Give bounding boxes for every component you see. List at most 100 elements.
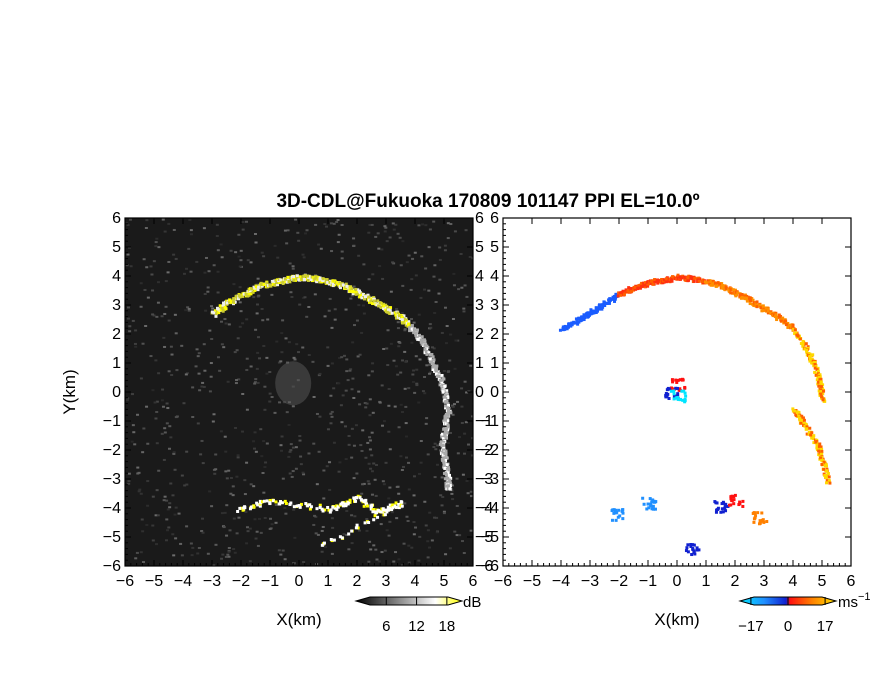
snr-echo-arc-north — [351, 290, 355, 294]
noise-speck — [185, 450, 189, 453]
noise-speck — [312, 523, 316, 526]
noise-speck — [370, 470, 374, 473]
snr-echo-arc-east — [442, 427, 446, 431]
noise-speck — [407, 254, 411, 257]
x-tick-label: 4 — [789, 573, 798, 590]
y-tick-label: 3 — [112, 297, 121, 314]
snr-echo-arc-north — [381, 302, 385, 306]
noise-speck — [268, 371, 272, 374]
noise-speck — [373, 478, 377, 481]
noise-speck — [407, 461, 411, 464]
velocity-cluster-point — [765, 520, 769, 524]
noise-speck — [285, 361, 289, 364]
noise-speck — [383, 225, 387, 228]
snr-echo-arc-north — [302, 274, 306, 278]
snr-echo-arc-north — [246, 291, 250, 295]
noise-speck — [215, 235, 219, 238]
noise-speck — [195, 348, 199, 351]
noise-speck — [189, 229, 193, 232]
noise-speck — [265, 356, 269, 359]
velocity-echo-arc-north — [630, 289, 634, 293]
noise-speck — [165, 518, 169, 521]
velocity-cluster-point — [730, 494, 734, 498]
noise-speck — [128, 330, 132, 333]
snr-echo-arc-east — [428, 352, 432, 356]
snr-echo-arc-north — [361, 292, 365, 296]
noise-speck — [403, 350, 407, 353]
noise-speck — [368, 223, 372, 226]
x-tick-label: −3 — [203, 573, 221, 590]
noise-speck — [280, 351, 284, 354]
velocity-echo-arc-west — [613, 299, 617, 303]
noise-speck — [216, 356, 220, 359]
snr-echo-arc-north — [287, 279, 291, 283]
velocity-echo-arc-east-lower — [827, 475, 831, 479]
noise-speck — [255, 530, 259, 533]
noise-speck — [320, 529, 324, 532]
velocity-echo-arc-west — [614, 292, 618, 296]
noise-speck — [222, 526, 226, 529]
noise-speck — [245, 408, 249, 411]
snr-echo-south-clusters — [347, 500, 351, 504]
noise-speck — [168, 502, 172, 505]
velocity-echo-arc-north — [617, 291, 621, 295]
snr-echo-south-clusters — [323, 508, 327, 512]
snr-echo-arc-east — [442, 448, 446, 452]
noise-speck — [423, 375, 427, 378]
snr-echo-arc-north — [394, 313, 398, 317]
noise-speck — [227, 323, 231, 326]
y-tick-label: −5 — [481, 529, 499, 546]
noise-speck — [248, 527, 252, 530]
noise-speck — [469, 495, 473, 498]
noise-speck — [201, 381, 205, 384]
snr-echo-arc-north — [332, 282, 336, 286]
velocity-echo-arc-north — [633, 285, 637, 289]
velocity-plot-background — [503, 218, 851, 566]
noise-speck — [286, 229, 290, 232]
noise-speck — [235, 379, 239, 382]
noise-speck — [418, 535, 422, 538]
noise-speck — [329, 394, 333, 397]
noise-speck — [197, 546, 201, 549]
velocity-echo-arc-east-lower — [827, 479, 831, 483]
noise-speck — [361, 483, 365, 486]
snr-echo-arc-east — [444, 406, 448, 410]
snr-echo-arc-north — [220, 306, 224, 310]
velocity-cluster-point — [649, 504, 653, 508]
velocity-echo-arc-west — [610, 297, 614, 301]
noise-speck — [296, 379, 300, 382]
velocity-echo-arc-east-lower — [822, 460, 826, 464]
noise-speck — [393, 405, 397, 408]
velocity-echo-arc-east-lower — [825, 469, 829, 473]
noise-speck — [439, 449, 443, 452]
noise-speck — [453, 230, 457, 233]
noise-speck — [265, 372, 269, 375]
noise-speck — [352, 285, 356, 288]
velocity-echo-arc-west — [574, 321, 578, 325]
velocity-echo-arc-west — [585, 311, 589, 315]
velocity-echo-arc-northeast — [761, 304, 765, 308]
noise-speck — [330, 250, 334, 253]
noise-speck — [253, 431, 257, 434]
noise-speck — [130, 393, 134, 396]
noise-speck — [357, 529, 361, 532]
velocity-echo-arc-east-lower — [801, 421, 805, 425]
snr-echo-arc-east — [428, 358, 432, 362]
noise-speck — [224, 470, 228, 473]
noise-speck — [298, 303, 302, 306]
velocity-echo-arc-north — [676, 273, 680, 277]
snr-echo-arc-north — [310, 275, 314, 279]
y-tick-label-right: 1 — [475, 355, 484, 372]
velocity-echo-arc-west — [595, 308, 599, 312]
noise-speck — [214, 453, 218, 456]
noise-speck — [305, 315, 309, 318]
snr-panel: −6−6 −6−5−5 −5−4−4 −4−3−3 −3−2−2 −2−1−1 −100 01… — [60, 210, 493, 629]
snr-echo-arc-north — [396, 311, 400, 315]
noise-speck — [367, 462, 371, 465]
velocity-cluster-point — [647, 506, 651, 510]
snr-echo-arc-east — [443, 397, 447, 401]
noise-speck — [163, 431, 167, 434]
colorbar-tick-label: 17 — [817, 618, 834, 635]
noise-speck — [367, 231, 371, 234]
noise-speck — [392, 359, 396, 362]
